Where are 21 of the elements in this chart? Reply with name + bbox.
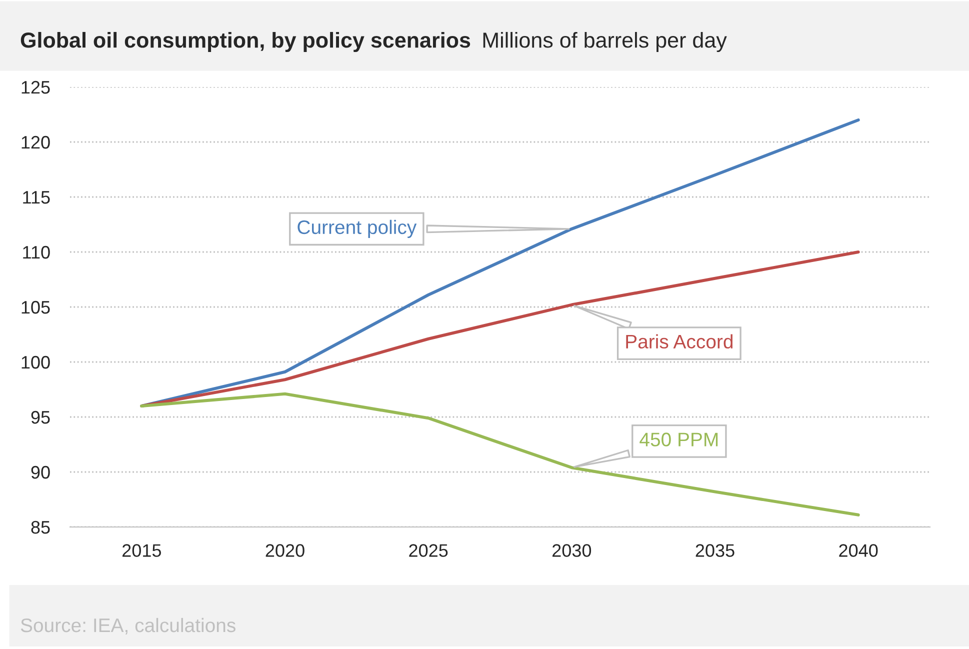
text: Current policy [298,220,417,238]
chart-title: Global oil consumption, by policy scenarios [20,32,470,52]
y-tick-label: 110 [23,246,50,259]
y-tick-label: 115 [23,191,50,204]
x-tick-label: 2030 [552,544,592,557]
y-tick-label: 90 [31,466,50,479]
x-tick-label: 2025 [409,544,448,557]
x-tick-label: 2020 [266,544,304,557]
y-tick-label: 100 [22,356,50,369]
y-tick-label: 120 [22,136,50,149]
series-label: 450 PPM [640,432,718,446]
series-label: Paris Accord [626,334,732,349]
y-tick-label: 95 [31,410,50,424]
line-series [140,392,860,516]
y-tick-label: 85 [31,520,50,534]
y-tick-label: 105 [22,300,50,314]
x-tick-label: 2015 [122,544,161,557]
y-tick-label: 125 [22,80,50,94]
x-tick-label: 2040 [839,544,878,557]
x-tick-label: 2035 [696,544,734,557]
chart-subtitle: Millions of barrels per day [483,32,727,52]
